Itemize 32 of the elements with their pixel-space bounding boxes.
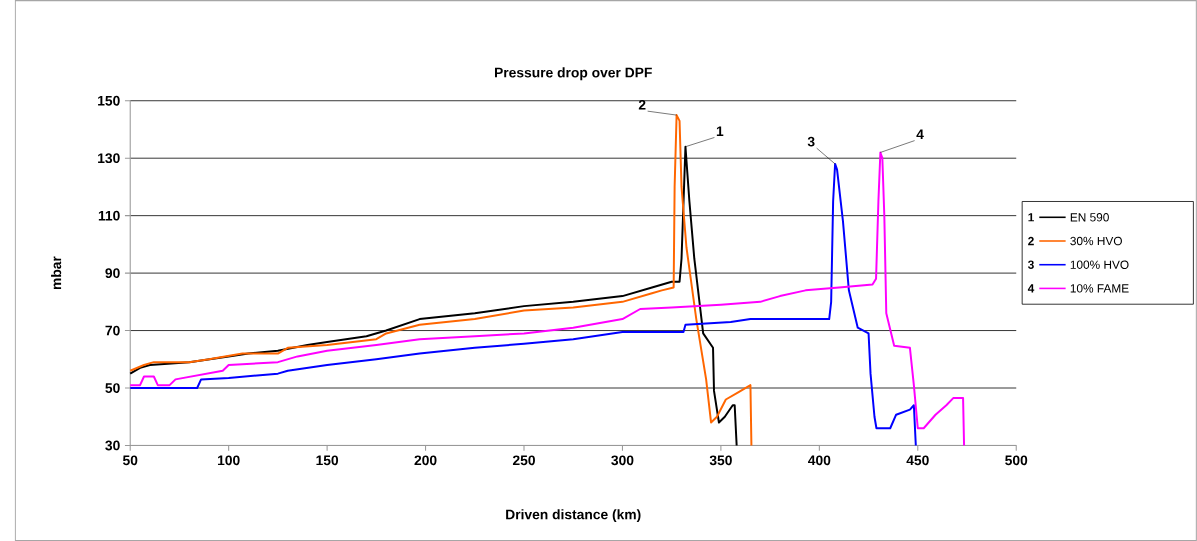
annotation: 1 bbox=[716, 126, 724, 136]
y-tick-label: 110 bbox=[98, 210, 120, 221]
legend-label: EN 590 bbox=[1070, 212, 1109, 222]
y-tick-label: 50 bbox=[105, 382, 120, 393]
y-axis-title: mbar bbox=[51, 256, 62, 289]
x-tick-label: 200 bbox=[414, 455, 437, 466]
text: 3 bbox=[1027, 260, 1034, 269]
y-tick-label: 30 bbox=[105, 440, 120, 451]
chart-title: Pressure drop over DPF bbox=[495, 67, 652, 81]
y-tick-label: 150 bbox=[98, 95, 120, 106]
annotation: 4 bbox=[916, 129, 924, 139]
legend-label: 100% HVO bbox=[1070, 260, 1129, 269]
y-tick-label: 130 bbox=[98, 153, 120, 163]
text: 1 bbox=[1028, 213, 1034, 222]
x-tick-label: 400 bbox=[808, 455, 831, 466]
x-tick-label: 300 bbox=[611, 455, 634, 466]
text: 2 bbox=[1028, 236, 1034, 245]
x-tick-label: 450 bbox=[906, 455, 929, 466]
y-tick-label: 90 bbox=[105, 268, 120, 278]
annotation: 3 bbox=[807, 136, 815, 147]
x-tick-label: 50 bbox=[122, 455, 138, 466]
x-tick-label: 100 bbox=[217, 455, 240, 466]
text: 4 bbox=[1027, 284, 1035, 293]
x-tick-label: 250 bbox=[512, 455, 535, 466]
legend-label: 10% FAME bbox=[1070, 284, 1129, 293]
x-tick-label: 150 bbox=[316, 455, 339, 466]
annotation: 2 bbox=[638, 99, 646, 110]
x-tick-label: 350 bbox=[709, 455, 732, 466]
x-axis-title: Driven distance (km) bbox=[506, 509, 641, 522]
y-tick-label: 70 bbox=[105, 325, 120, 336]
x-tick-label: 500 bbox=[1005, 455, 1028, 466]
legend-label: 30% HVO bbox=[1070, 236, 1122, 246]
